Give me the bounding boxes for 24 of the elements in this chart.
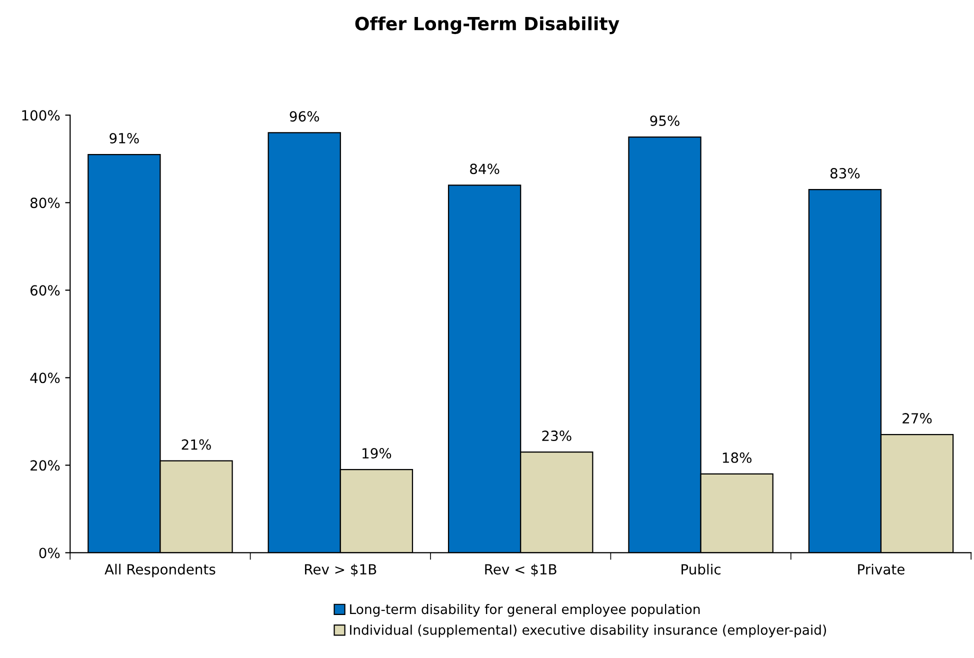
y-tick-label: 80% [30, 198, 60, 208]
chart-title: Offer Long-Term Disability [355, 16, 620, 34]
data-label: 19% [362, 448, 392, 459]
y-tick-label: 100% [22, 110, 60, 121]
data-label: 27% [902, 413, 932, 424]
data-label: 23% [542, 430, 572, 442]
x-tick-label: Rev < $1B [485, 564, 556, 576]
data-label: 83% [830, 168, 860, 179]
x-tick-label: Rev > $1B [305, 564, 376, 576]
x-tick-label: Private [858, 564, 904, 575]
data-label: 96% [290, 111, 320, 122]
data-label: 95% [650, 116, 680, 126]
y-tick-label: 20% [30, 460, 60, 471]
data-label: 91% [110, 133, 139, 144]
data-label: 18% [722, 452, 752, 463]
y-tick-label: 60% [30, 285, 60, 296]
x-tick-label: Public [682, 564, 720, 575]
legend-label: Individual (supplemental) executive disability insurance (employer-paid) [350, 624, 826, 638]
data-label: 84% [470, 164, 500, 174]
data-label: 21% [182, 439, 211, 450]
legend-label: Long-term disability for general employee population [350, 604, 700, 617]
y-tick-label: 0% [39, 548, 60, 558]
x-tick-label: All Respondents [104, 564, 216, 578]
y-tick-label: 40% [30, 372, 60, 384]
